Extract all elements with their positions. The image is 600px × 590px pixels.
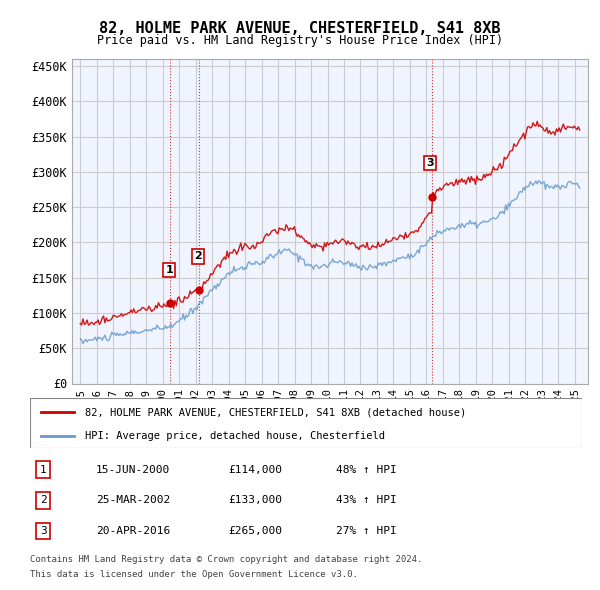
Text: This data is licensed under the Open Government Licence v3.0.: This data is licensed under the Open Gov… [30,570,358,579]
Text: 3: 3 [40,526,47,536]
Text: 15-JUN-2000: 15-JUN-2000 [96,465,170,474]
Text: 82, HOLME PARK AVENUE, CHESTERFIELD, S41 8XB (detached house): 82, HOLME PARK AVENUE, CHESTERFIELD, S41… [85,407,466,417]
Text: £114,000: £114,000 [228,465,282,474]
Text: £265,000: £265,000 [228,526,282,536]
Text: 1: 1 [40,465,47,474]
Text: 1: 1 [166,265,173,275]
Text: 2: 2 [194,251,202,261]
Text: Contains HM Land Registry data © Crown copyright and database right 2024.: Contains HM Land Registry data © Crown c… [30,555,422,564]
Text: 25-MAR-2002: 25-MAR-2002 [96,496,170,505]
Text: 2: 2 [40,496,47,505]
Text: 43% ↑ HPI: 43% ↑ HPI [336,496,397,505]
Text: Price paid vs. HM Land Registry's House Price Index (HPI): Price paid vs. HM Land Registry's House … [97,34,503,47]
Text: 27% ↑ HPI: 27% ↑ HPI [336,526,397,536]
Text: 48% ↑ HPI: 48% ↑ HPI [336,465,397,474]
Text: £133,000: £133,000 [228,496,282,505]
FancyBboxPatch shape [30,398,582,448]
Text: 20-APR-2016: 20-APR-2016 [96,526,170,536]
Text: 82, HOLME PARK AVENUE, CHESTERFIELD, S41 8XB: 82, HOLME PARK AVENUE, CHESTERFIELD, S41… [99,21,501,35]
Text: 3: 3 [427,158,434,168]
Text: HPI: Average price, detached house, Chesterfield: HPI: Average price, detached house, Ches… [85,431,385,441]
